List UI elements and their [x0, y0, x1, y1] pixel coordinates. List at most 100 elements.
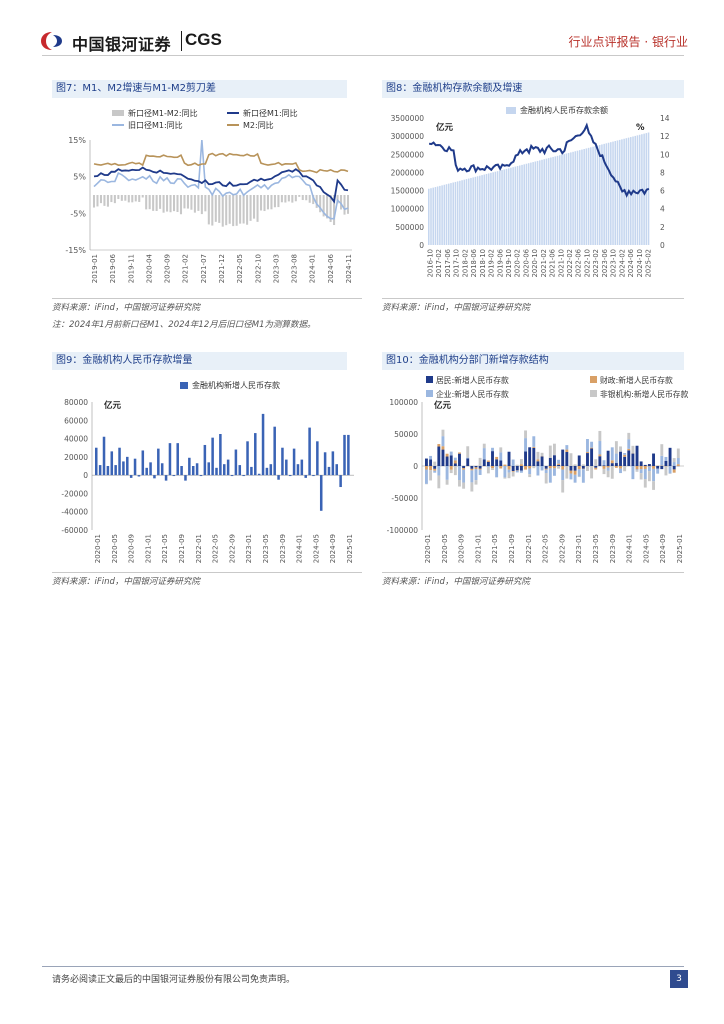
fig8-balance-bar: [487, 173, 490, 245]
fig8-balance-bar: [616, 140, 619, 245]
fig7-legend-label: 旧口径M1:同比: [128, 120, 183, 130]
fig10-chart: 100000 50000 0 -50000 -100000 居民:新增人民币存款 财政:新增…: [387, 375, 688, 563]
fig7-gap-bar: [127, 195, 130, 203]
fig10-xtick: 2024-05: [642, 534, 650, 563]
fig8-balance-bar: [530, 162, 532, 245]
fig7-ytick: 15%: [68, 136, 86, 145]
fig10-stack-segment: [647, 466, 651, 472]
fig7-xtick: 2020-09: [164, 254, 172, 283]
fig10-stack-segment: [495, 459, 499, 466]
fig10-stack-segment: [433, 468, 437, 471]
fig8-balance-bar: [596, 145, 599, 245]
fig10-stack-segment: [656, 466, 660, 469]
fig9-bar: [118, 447, 121, 476]
fig10-stack-segment: [602, 465, 606, 466]
fig10-stack-segment: [495, 456, 499, 460]
fig10-stack-segment: [553, 466, 556, 469]
fig10-stack-segment: [503, 464, 507, 466]
fig8-balance-bar: [541, 159, 543, 245]
fig9-legend-swatch: [180, 382, 188, 389]
fig8-ytick-right: 2: [660, 223, 665, 232]
fig10-stack-segment: [524, 438, 527, 452]
fig10-stack-segment: [499, 447, 503, 453]
fig7-gap-bar: [172, 195, 176, 212]
fig8-balance-bar: [572, 151, 574, 245]
fig10-stack-segment: [548, 457, 552, 466]
fig9-xtick: 2024-09: [329, 534, 337, 563]
fig10-xtick: 2021-01: [474, 534, 482, 563]
fig10-ytick: 0: [413, 462, 418, 471]
fig8-balance-bar: [434, 187, 437, 245]
fig9-bar: [141, 450, 145, 476]
fig10-stack-segment: [647, 471, 651, 482]
fig10-stack-segment: [433, 461, 437, 466]
fig10-stack-segment: [511, 459, 515, 466]
fig8-balance-bar: [499, 170, 501, 245]
fig8-balance-bar: [432, 187, 434, 245]
fig7-gap-bar: [284, 195, 287, 203]
fig10-stack-segment: [437, 444, 441, 447]
fig8-balance-bar: [574, 151, 577, 245]
fig10-stack-segment: [524, 451, 527, 466]
fig8-balance-bar: [605, 143, 608, 245]
fig10-stack-segment: [441, 449, 445, 466]
fig10-xtick: 2024-09: [659, 534, 667, 563]
fig9-bar: [331, 451, 335, 476]
fig9-xtick: 2020-05: [111, 534, 119, 563]
fig8-balance-bar: [525, 163, 528, 245]
fig10-stack-segment: [590, 447, 594, 449]
fig7-gap-bar: [197, 195, 200, 211]
fig7-gap-bar: [266, 195, 270, 210]
fig9-bar: [199, 475, 203, 477]
fig7-xtick: 2019-11: [127, 254, 135, 283]
fig7-gap-bar: [270, 195, 273, 210]
fig8-legend-swatch: [506, 107, 516, 114]
fig8-balance-bar: [510, 167, 512, 245]
fig8-balance-bar: [481, 175, 483, 245]
fig8-balance-bar: [585, 148, 588, 245]
fig7-gap-bar: [253, 195, 256, 219]
fig10-xtick: 2021-09: [508, 534, 516, 563]
fig10-stack-segment: [478, 466, 482, 469]
fig10-stack-segment: [676, 464, 680, 466]
fig8-xtick: 2022-10: [583, 249, 591, 277]
fig7-divider: [52, 298, 362, 299]
fig8-balance-bar: [590, 147, 592, 245]
fig10-stack-segment: [499, 452, 503, 461]
fig7-gap-bar: [186, 195, 189, 209]
fig10-stack-segment: [544, 466, 548, 469]
fig7-gap-bar: [159, 195, 162, 209]
fig9-xtick: 2023-05: [262, 534, 270, 563]
fig7-gap-bar: [155, 195, 158, 211]
fig10-stack-segment: [553, 455, 556, 466]
fig10-legend-swatch: [590, 376, 597, 383]
fig7-line-old-m1: [93, 139, 349, 220]
fig9-bar: [257, 473, 261, 476]
fig8-ytick-left: 1500000: [391, 187, 425, 196]
fig9-bar: [176, 443, 179, 476]
fig10-stack-segment: [458, 452, 461, 454]
fig8-xtick: 2018-02: [461, 249, 469, 277]
fig8-balance-bar: [507, 168, 510, 245]
fig8-ytick-right: 0: [660, 241, 665, 250]
fig10-stack-segment: [602, 466, 606, 469]
fig7-gap-bar: [176, 195, 179, 212]
fig10-stack-segment: [532, 446, 536, 448]
fig9-bar: [234, 449, 238, 476]
fig8-balance-bar: [512, 167, 514, 245]
fig10-stack-segment: [503, 466, 507, 478]
fig10-xtick: 2024-01: [626, 534, 634, 563]
fig10-stack-segment: [486, 466, 490, 468]
fig10-stack-segment: [614, 441, 618, 454]
fig8-balance-bar: [492, 172, 494, 245]
fig10-stack-segment: [569, 470, 573, 474]
fig10-stack-segment: [610, 463, 614, 466]
fig10-stack-segment: [429, 466, 433, 471]
fig8-balance-bar: [527, 163, 530, 245]
fig10-stack-segment: [619, 466, 622, 469]
fig8-xtick: 2020-02: [514, 249, 522, 277]
fig10-stack-segment: [507, 451, 511, 466]
page-header: 中国银河证券 CGS 行业点评报告 · 银行业: [0, 0, 724, 62]
fig8-balance-bar: [554, 156, 557, 245]
fig7-xtick: 2019-01: [91, 254, 99, 283]
